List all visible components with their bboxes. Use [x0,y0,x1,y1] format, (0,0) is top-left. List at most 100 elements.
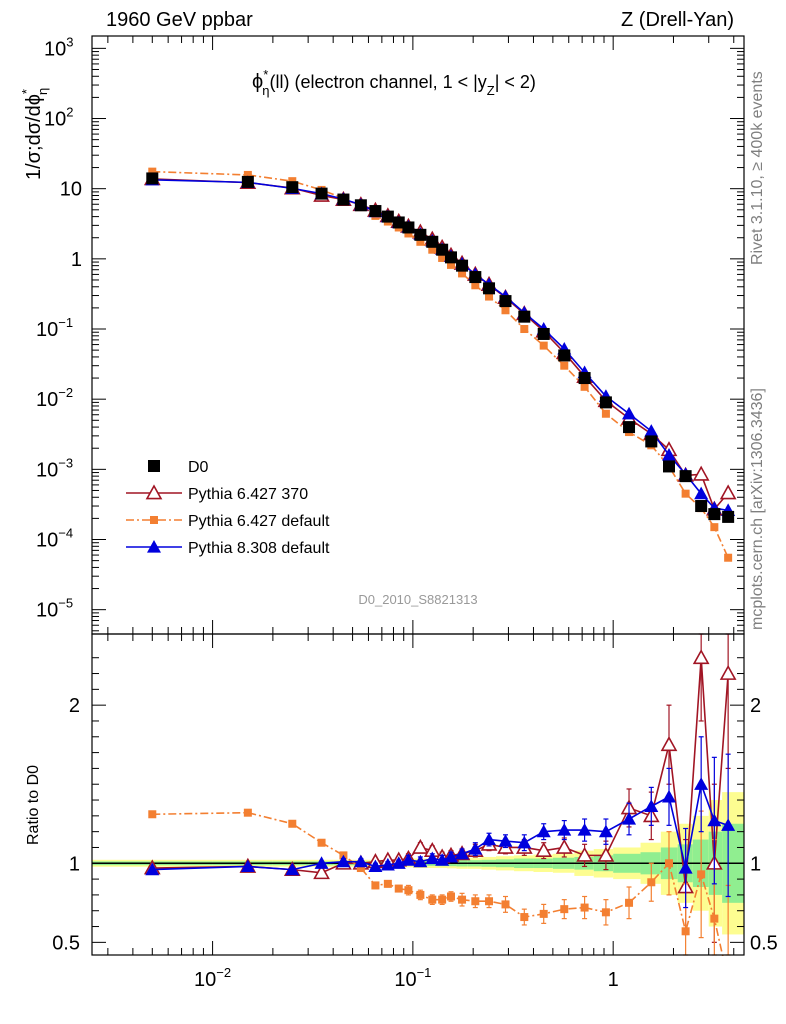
data-point [520,913,529,922]
data-point [724,553,733,562]
legend-item: D0 [148,459,209,476]
data-point [416,890,425,899]
data-point [337,193,350,206]
data-point [240,859,255,873]
data-point [707,813,722,827]
data-point [692,649,710,665]
data-point [353,854,368,868]
data-point [368,859,383,873]
data-point [288,819,297,828]
data-point [243,808,252,817]
data-point [392,216,405,229]
data-point [536,824,551,838]
main-plot-series [143,167,737,562]
data-point [537,327,550,340]
data-point [145,484,163,500]
legend-label: Pythia 6.427 370 [188,486,308,503]
data-point [414,228,427,241]
main-y-axis-label: 1/σ;dσ/dϕ*η [19,88,50,180]
ratio-series-pythia-8-308-default [145,736,736,909]
data-point [471,897,480,906]
data-point [597,846,615,862]
ratio-frame [91,633,745,956]
data-point [501,306,510,315]
data-point [381,210,394,223]
data-point [601,409,610,418]
ratio-y-tick-label: 2 [69,695,80,717]
axis-ticks: 10−2 10−1 1 10−5 10−4 10−3 10−2 10−1 1 10 102 103 0.… [36,34,778,991]
data-point [576,846,593,862]
data-point [458,895,467,904]
data-point [354,199,367,212]
header-energy: 1960 GeV ppbar [106,9,253,31]
y-tick-label: 103 [44,34,73,60]
data-point [471,281,480,290]
y-tick-label: 10−2 [36,385,73,411]
data-point [438,253,447,262]
data-point [660,736,678,752]
data-point [539,341,548,350]
data-point [446,260,455,269]
data-point [645,435,658,448]
ratio-y-tick-label: 1 [69,853,80,875]
data-point [599,396,612,409]
data-point [661,789,676,803]
data-point [580,903,589,912]
data-point [147,540,161,553]
data-point [539,909,548,918]
header-process: Z (Drell-Yan) [621,9,734,31]
data-point [601,908,610,917]
legend-item: Pythia 6.427 default [126,513,330,530]
y-tick-label: 10 [60,179,82,201]
data-point [681,489,690,498]
data-point [499,295,512,308]
data-point [710,914,719,923]
data-point [383,879,392,888]
data-point [402,221,415,234]
data-point [315,187,328,200]
data-point [413,854,428,868]
y-tick-label: 10−5 [36,596,73,622]
data-point [468,842,483,855]
data-point [428,245,437,254]
data-point [435,853,450,866]
data-point [426,235,439,248]
y-tick-label: 10−3 [36,455,73,481]
rivet-info: Rivet 3.1.10, ≥ 400k events [749,71,766,265]
series-line [152,178,729,511]
data-point [721,818,736,831]
data-point [647,878,656,887]
analysis-watermark: D0_2010_S8821313 [358,592,477,607]
data-point [517,835,532,849]
data-point [501,900,510,909]
data-point [416,237,425,246]
series-d0 [146,172,735,523]
data-point [679,470,692,483]
data-point [446,892,455,901]
data-point [695,500,708,513]
data-point [148,167,157,176]
data-point [317,838,326,847]
ratio-plot-series [143,633,737,981]
data-point [336,854,351,868]
data-point [622,406,637,420]
data-point [285,862,300,876]
data-point [146,172,159,185]
data-point [719,484,737,500]
data-point [458,269,467,278]
data-point [145,862,160,876]
data-point [719,664,737,680]
data-point [697,870,706,879]
data-point [518,310,531,323]
data-point [394,884,403,893]
data-point [243,170,252,179]
legend-label: Pythia 6.427 default [188,513,330,530]
data-point [455,846,470,860]
data-point [356,864,365,873]
data-point [644,424,659,437]
data-point [555,838,573,854]
series-pythia-8-308-default [145,172,736,516]
data-point [644,799,659,812]
data-point [404,886,413,895]
data-point [535,841,553,858]
